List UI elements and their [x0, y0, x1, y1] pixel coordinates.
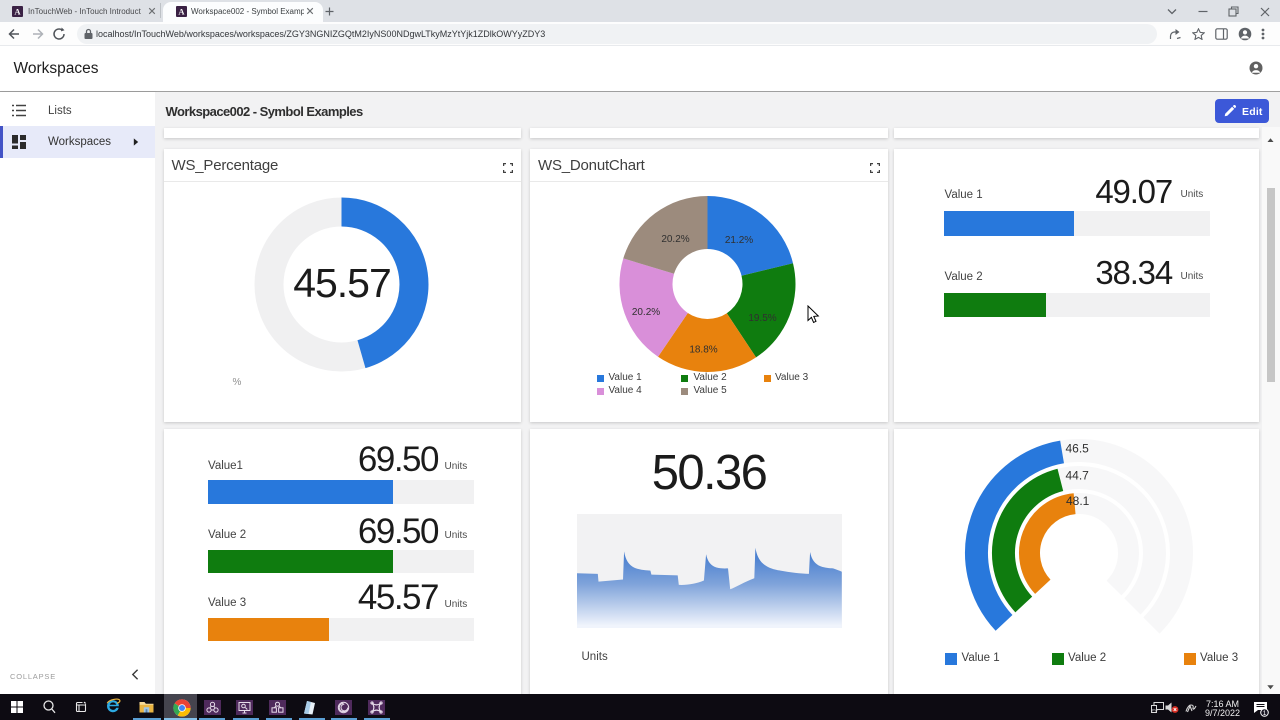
svg-text:20.2%: 20.2% — [661, 234, 689, 245]
svg-text:20.2%: 20.2% — [632, 307, 660, 318]
svg-text:46.5: 46.5 — [1066, 442, 1090, 456]
svg-text:48.1: 48.1 — [1066, 494, 1090, 508]
svg-text:PW: PW — [1152, 708, 1158, 712]
svg-text:21.2%: 21.2% — [725, 235, 753, 246]
svg-text:44.7: 44.7 — [1066, 469, 1090, 483]
svg-text:18.8%: 18.8% — [689, 344, 717, 355]
svg-text:19.5%: 19.5% — [748, 313, 776, 324]
svg-text:1: 1 — [1262, 710, 1266, 717]
svg-text:A: A — [14, 7, 21, 17]
svg-text:A: A — [178, 7, 185, 17]
